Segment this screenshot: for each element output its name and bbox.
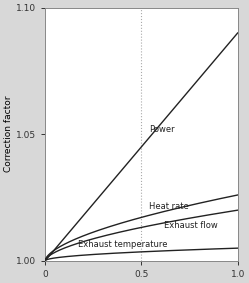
Text: Exhaust flow: Exhaust flow xyxy=(165,221,218,230)
Y-axis label: Correction factor: Correction factor xyxy=(4,96,13,172)
Text: Exhaust temperature: Exhaust temperature xyxy=(78,240,167,249)
Text: Power: Power xyxy=(149,125,175,134)
Text: Heat rate: Heat rate xyxy=(149,202,189,211)
